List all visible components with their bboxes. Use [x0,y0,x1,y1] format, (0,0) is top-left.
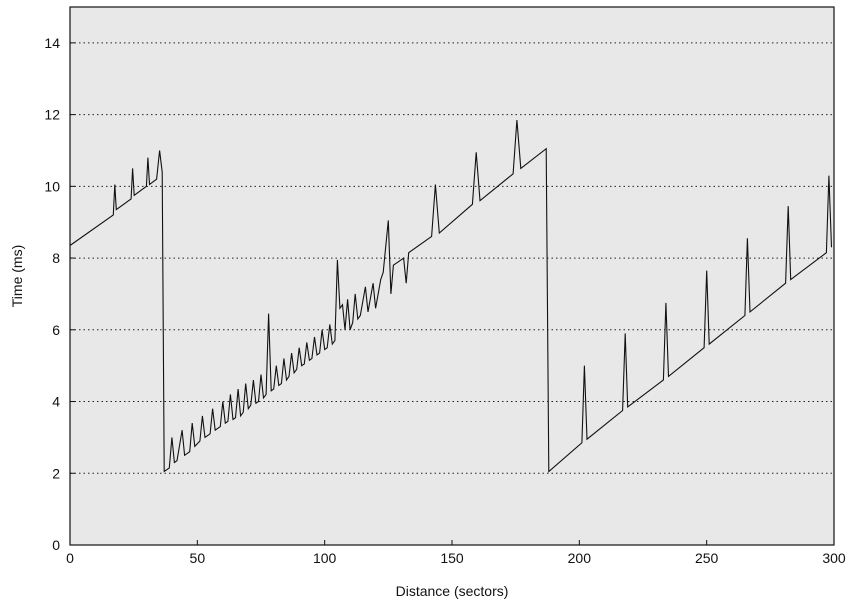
y-tick-label: 4 [52,394,60,410]
grid-lines [70,42,834,474]
plot-frame [69,6,835,546]
x-tick-label: 0 [66,550,74,566]
x-tick-label: 250 [695,550,719,566]
x-tick-label: 150 [440,550,464,566]
x-axis-ticks: 0 50 100 150 200 250 300 [66,540,846,566]
y-axis-label: Time (ms) [9,245,25,307]
x-axis-label: Distance (sectors) [396,583,509,599]
y-tick-label: 14 [44,35,60,51]
x-tick-label: 200 [568,550,592,566]
x-tick-label: 300 [822,550,846,566]
y-tick-label: 0 [52,537,60,553]
y-tick-label: 8 [52,250,60,266]
x-tick-label: 100 [313,550,337,566]
y-axis-ticks: 0 2 4 6 8 10 12 14 [44,35,75,553]
y-tick-label: 2 [52,465,60,481]
plot-area [70,7,834,545]
x-tick-label: 50 [190,550,206,566]
series-line [69,119,833,473]
y-tick-label: 12 [44,107,60,123]
y-tick-label: 10 [44,178,60,194]
y-tick-label: 6 [52,322,60,338]
